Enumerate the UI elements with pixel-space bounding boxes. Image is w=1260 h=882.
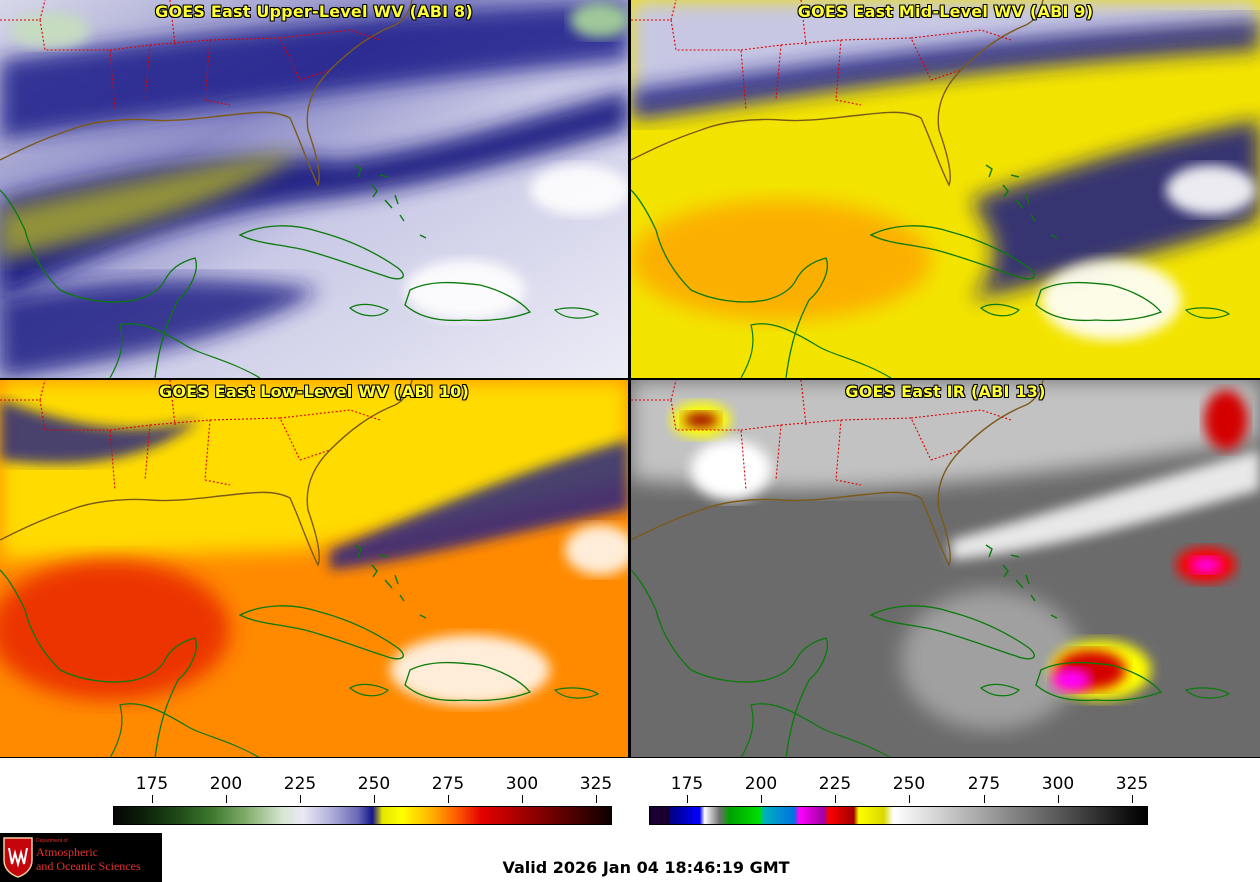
tick-label: 175 bbox=[135, 774, 169, 794]
wv-colorbar-ticks: 175 200 225 250 275 300 325 bbox=[113, 774, 612, 798]
tick-label: 275 bbox=[967, 774, 1001, 794]
ir-colorbar-gradient bbox=[649, 806, 1148, 825]
panel-bottom-border bbox=[0, 757, 1260, 758]
tick-mark bbox=[984, 795, 985, 803]
tick-label: 275 bbox=[431, 774, 465, 794]
tick-mark bbox=[596, 795, 597, 803]
tick-label: 325 bbox=[579, 774, 613, 794]
mid-level-wv-panel: GOES East Mid-Level WV (ABI 9) bbox=[631, 0, 1260, 378]
ir-colorbar-ticks: 175 200 225 250 275 300 325 bbox=[649, 774, 1148, 798]
low-level-wv-image bbox=[0, 380, 628, 758]
tick-label: 225 bbox=[283, 774, 317, 794]
panel-title: GOES East Mid-Level WV (ABI 9) bbox=[797, 2, 1094, 21]
tick-label: 325 bbox=[1115, 774, 1149, 794]
tick-mark bbox=[909, 795, 910, 803]
logo-department: Department of bbox=[36, 838, 68, 844]
panel-title: GOES East Upper-Level WV (ABI 8) bbox=[155, 2, 473, 21]
low-level-wv-panel: GOES East Low-Level WV (ABI 10) bbox=[0, 380, 629, 758]
ir-image bbox=[631, 380, 1260, 758]
tick-label: 250 bbox=[892, 774, 926, 794]
logo-line-2: and Oceanic Sciences bbox=[36, 859, 141, 873]
tick-mark bbox=[374, 795, 375, 803]
panel-title: GOES East Low-Level WV (ABI 10) bbox=[158, 382, 469, 401]
logo-line-1: Atmospheric bbox=[36, 845, 98, 859]
tick-label: 300 bbox=[505, 774, 539, 794]
tick-mark bbox=[835, 795, 836, 803]
tick-label: 200 bbox=[209, 774, 243, 794]
panel-title: GOES East IR (ABI 13) bbox=[845, 382, 1046, 401]
valid-time: Valid 2026 Jan 04 18:46:19 GMT bbox=[502, 858, 790, 877]
tick-mark bbox=[761, 795, 762, 803]
tick-label: 200 bbox=[744, 774, 778, 794]
tick-mark bbox=[226, 795, 227, 803]
upper-level-wv-image bbox=[0, 0, 628, 378]
upper-level-wv-panel: GOES East Upper-Level WV (ABI 8) bbox=[0, 0, 629, 378]
tick-label: 225 bbox=[818, 774, 852, 794]
tick-mark bbox=[152, 795, 153, 803]
tick-mark bbox=[448, 795, 449, 803]
tick-label: 300 bbox=[1041, 774, 1075, 794]
wv-colorbar: 175 200 225 250 275 300 325 bbox=[113, 770, 612, 830]
uw-crest-icon bbox=[3, 837, 33, 878]
mid-level-wv-image bbox=[631, 0, 1260, 378]
tick-mark bbox=[522, 795, 523, 803]
wv-colorbar-gradient bbox=[113, 806, 612, 825]
tick-label: 250 bbox=[357, 774, 391, 794]
tick-label: 175 bbox=[670, 774, 704, 794]
tick-mark bbox=[1132, 795, 1133, 803]
tick-mark bbox=[1058, 795, 1059, 803]
panel-separator-vertical bbox=[629, 0, 631, 758]
ir-panel: GOES East IR (ABI 13) bbox=[631, 380, 1260, 758]
aos-logo: Department of Atmospheric and Oceanic Sc… bbox=[0, 833, 162, 882]
ir-colorbar: 175 200 225 250 275 300 325 bbox=[649, 770, 1148, 830]
tick-mark bbox=[687, 795, 688, 803]
tick-mark bbox=[300, 795, 301, 803]
